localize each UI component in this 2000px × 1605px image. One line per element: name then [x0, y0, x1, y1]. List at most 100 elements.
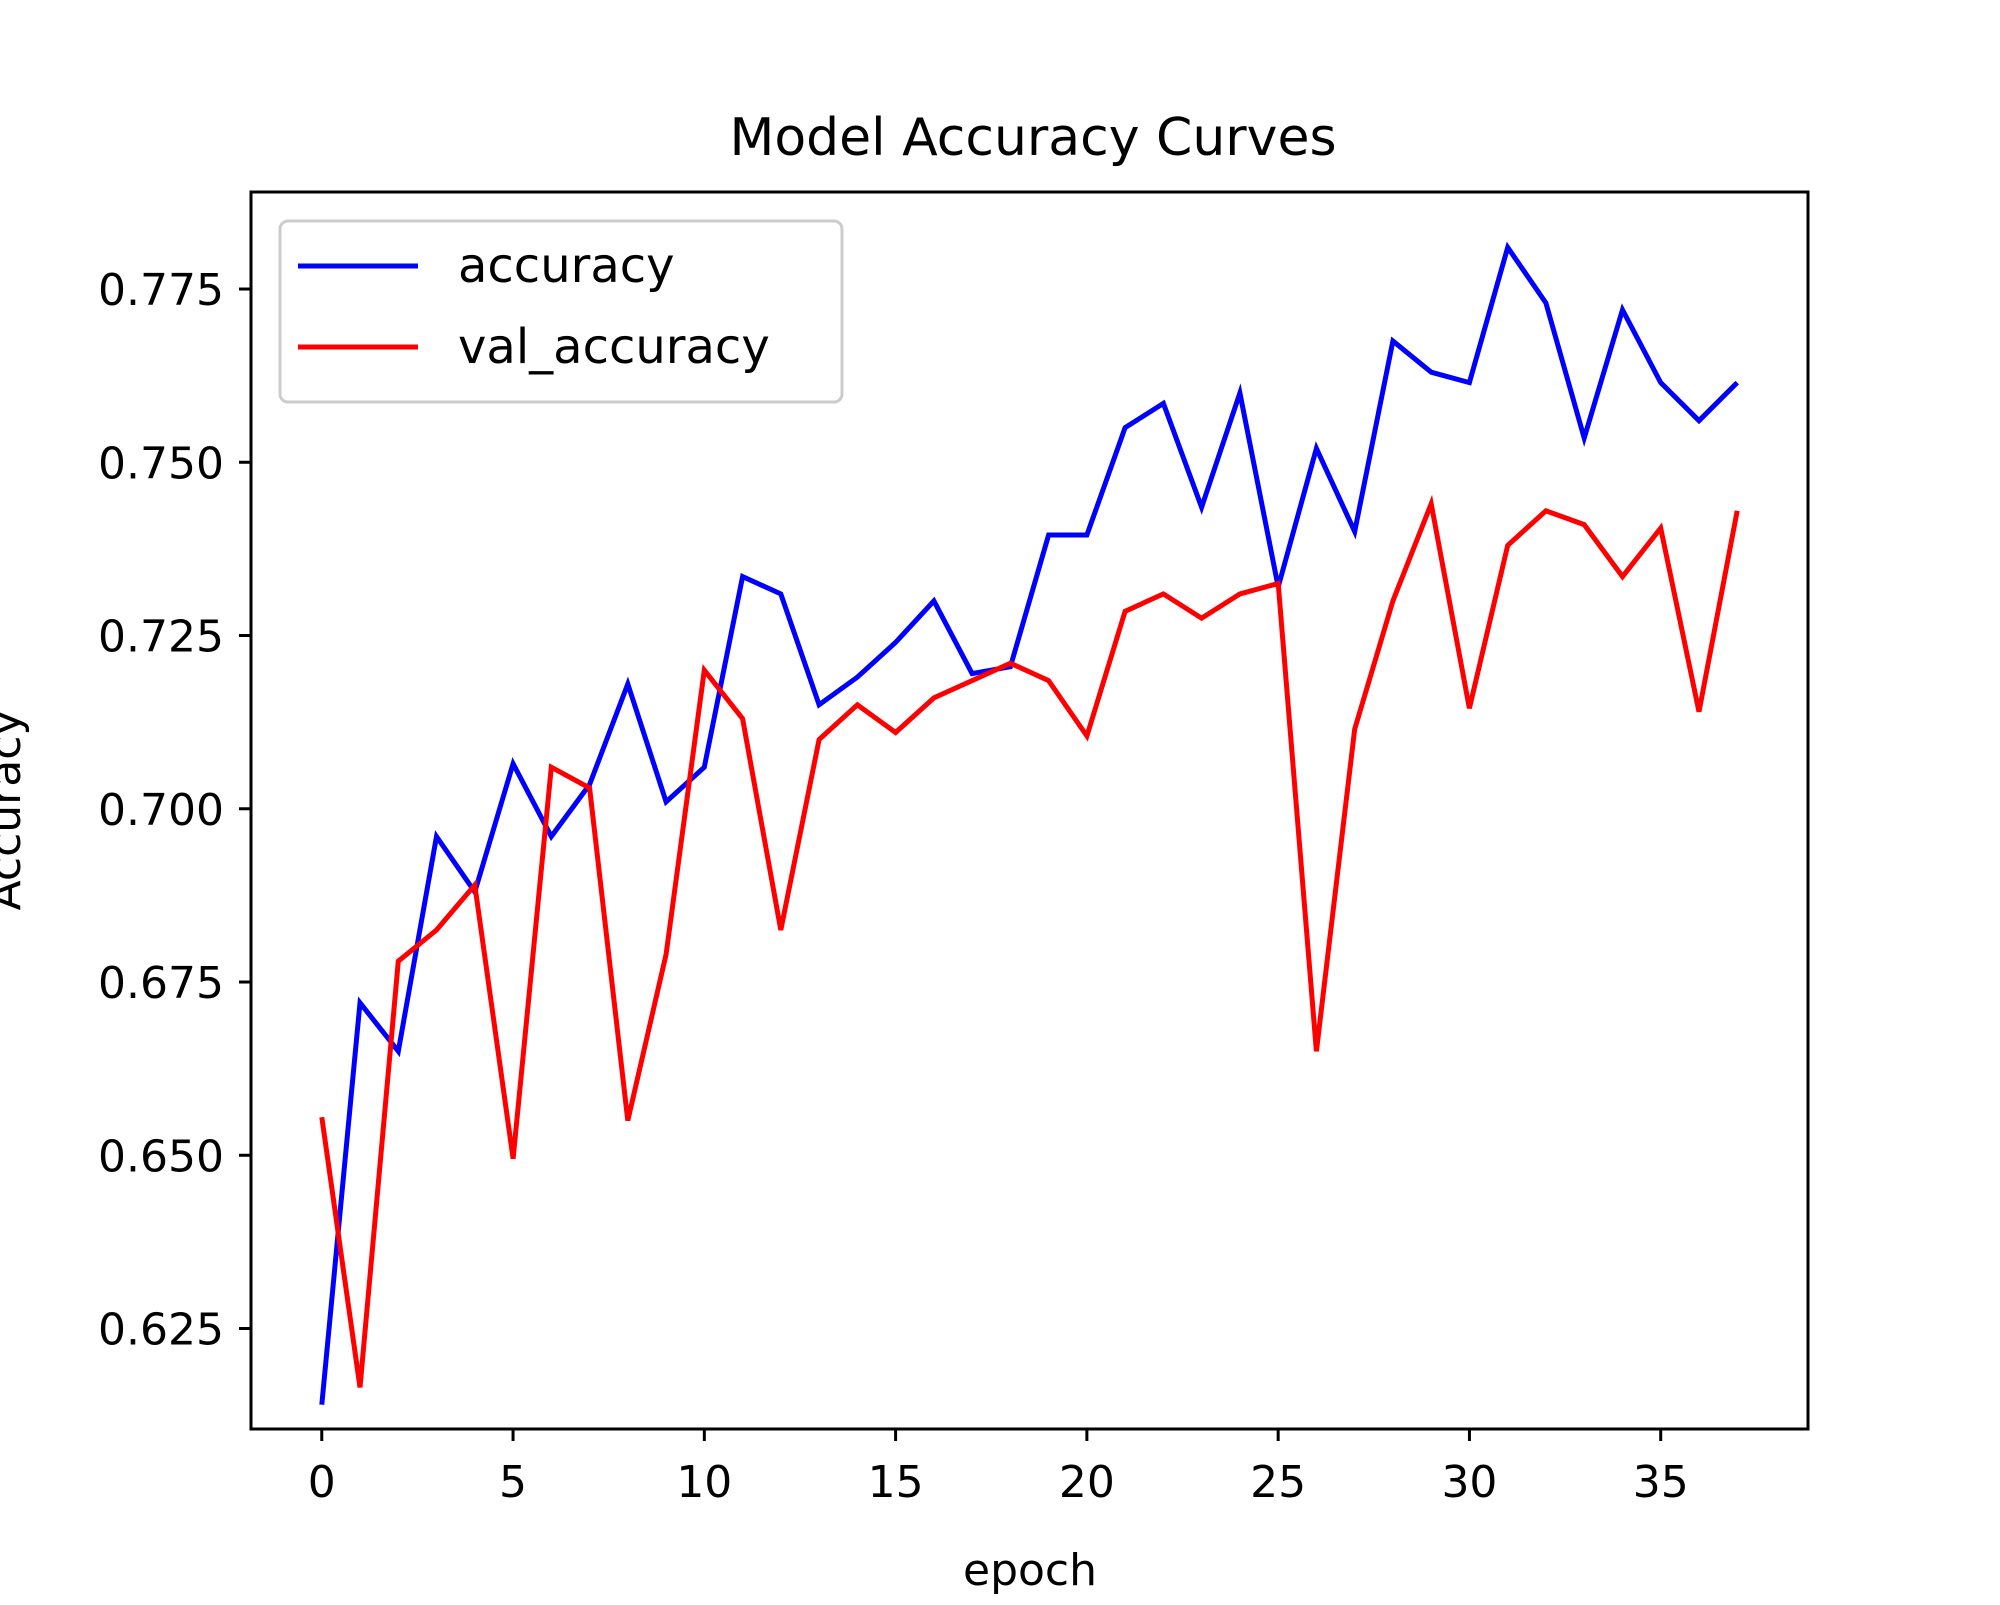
data-point-val-accuracy	[1581, 522, 1587, 528]
x-tick-label: 5	[499, 1457, 527, 1508]
data-point-val-accuracy	[1620, 574, 1626, 580]
data-point-val-accuracy	[472, 882, 478, 888]
data-point-accuracy	[1046, 532, 1052, 538]
data-point-val-accuracy	[395, 958, 401, 964]
data-point-val-accuracy	[1199, 615, 1205, 621]
data-point-val-accuracy	[1658, 525, 1664, 531]
data-point-accuracy	[1620, 307, 1626, 313]
data-point-accuracy	[548, 834, 554, 840]
data-point-accuracy	[931, 598, 937, 604]
series-line-accuracy	[319, 241, 1739, 1405]
x-tick-label: 30	[1441, 1457, 1497, 1508]
x-tick-label: 0	[308, 1457, 336, 1508]
data-point-val-accuracy	[931, 695, 937, 701]
data-point-accuracy	[510, 761, 516, 767]
data-point-accuracy	[816, 702, 822, 708]
y-tick-label: 0.775	[98, 265, 224, 316]
data-point-accuracy	[1390, 338, 1396, 344]
chart-title: Model Accuracy Curves	[729, 108, 1336, 168]
series-layer	[319, 241, 1740, 1408]
data-point-accuracy	[319, 1402, 325, 1408]
data-point-accuracy	[1581, 435, 1587, 441]
data-point-val-accuracy	[1352, 726, 1358, 732]
data-point-val-accuracy	[1734, 508, 1740, 514]
data-point-val-accuracy	[1466, 705, 1472, 711]
y-tick-label: 0.700	[98, 785, 224, 836]
x-tick-label: 35	[1633, 1457, 1689, 1508]
y-tick-label: 0.625	[98, 1305, 224, 1356]
data-point-accuracy	[701, 764, 707, 770]
data-point-accuracy	[1543, 300, 1549, 306]
x-tick-label: 15	[868, 1457, 924, 1508]
data-point-val-accuracy	[740, 716, 746, 722]
y-tick-label: 0.750	[98, 438, 224, 489]
data-point-accuracy	[1658, 380, 1664, 386]
data-point-val-accuracy	[1084, 733, 1090, 739]
x-tick-label: 10	[676, 1457, 732, 1508]
data-point-val-accuracy	[816, 737, 822, 743]
data-point-val-accuracy	[1160, 591, 1166, 597]
data-point-accuracy	[1352, 529, 1358, 535]
data-point-val-accuracy	[1313, 1048, 1319, 1054]
data-point-val-accuracy	[625, 1118, 631, 1124]
x-axis-label: epoch	[963, 1545, 1097, 1596]
data-point-val-accuracy	[1390, 598, 1396, 604]
data-point-accuracy	[1428, 369, 1434, 375]
plot-frame	[249, 190, 1810, 1431]
data-point-accuracy	[434, 834, 440, 840]
data-point-accuracy	[1199, 504, 1205, 510]
data-point-val-accuracy	[663, 951, 669, 957]
data-point-accuracy	[1084, 532, 1090, 538]
data-point-accuracy	[395, 1048, 401, 1054]
legend-frame	[278, 219, 844, 404]
data-point-val-accuracy	[548, 764, 554, 770]
data-point-val-accuracy	[1046, 678, 1052, 684]
y-axis: 0.625 0.650 0.675 0.700 0.725 0.750 0.775	[98, 265, 251, 1356]
legend: accuracy val_accuracy	[278, 219, 844, 404]
x-tick-label: 25	[1250, 1457, 1306, 1508]
data-point-accuracy	[1160, 400, 1166, 406]
data-point-accuracy	[1466, 380, 1472, 386]
x-tick-label: 20	[1059, 1457, 1115, 1508]
data-point-val-accuracy	[510, 1156, 516, 1162]
data-point-accuracy	[663, 799, 669, 805]
data-point-val-accuracy	[1696, 709, 1702, 715]
data-point-accuracy	[1313, 445, 1319, 451]
data-point-val-accuracy	[1237, 591, 1243, 597]
y-tick-label: 0.650	[98, 1131, 224, 1182]
data-point-accuracy	[893, 639, 899, 645]
data-point-accuracy	[1505, 244, 1511, 250]
data-point-val-accuracy	[1505, 542, 1511, 548]
x-axis: 0 5 10 15 20 25 30 35	[308, 1429, 1689, 1508]
data-point-val-accuracy	[1275, 581, 1281, 587]
data-point-accuracy	[1122, 425, 1128, 431]
data-point-val-accuracy	[1007, 660, 1013, 666]
data-point-val-accuracy	[854, 702, 860, 708]
legend-label-val-accuracy: val_accuracy	[458, 319, 770, 375]
series-line-val-accuracy	[319, 494, 1740, 1388]
data-point-val-accuracy	[778, 927, 784, 933]
data-point-accuracy	[1237, 390, 1243, 396]
data-point-val-accuracy	[701, 667, 707, 673]
data-point-val-accuracy	[969, 678, 975, 684]
data-point-val-accuracy	[1428, 501, 1434, 507]
data-point-accuracy	[854, 674, 860, 680]
data-point-accuracy	[740, 574, 746, 580]
legend-label-accuracy: accuracy	[458, 238, 675, 294]
data-point-accuracy	[1696, 418, 1702, 424]
y-tick-label: 0.725	[98, 612, 224, 663]
data-point-val-accuracy	[1122, 608, 1128, 614]
y-tick-label: 0.675	[98, 958, 224, 1009]
data-point-val-accuracy	[357, 1384, 363, 1390]
data-point-val-accuracy	[319, 1114, 325, 1120]
data-point-val-accuracy	[1543, 508, 1549, 514]
data-point-val-accuracy	[893, 730, 899, 736]
data-point-val-accuracy	[587, 785, 593, 791]
data-point-accuracy	[1734, 380, 1740, 386]
data-point-accuracy	[357, 1000, 363, 1006]
y-axis-label: Accuracy	[0, 710, 31, 911]
data-point-accuracy	[969, 671, 975, 677]
data-point-val-accuracy	[434, 927, 440, 933]
